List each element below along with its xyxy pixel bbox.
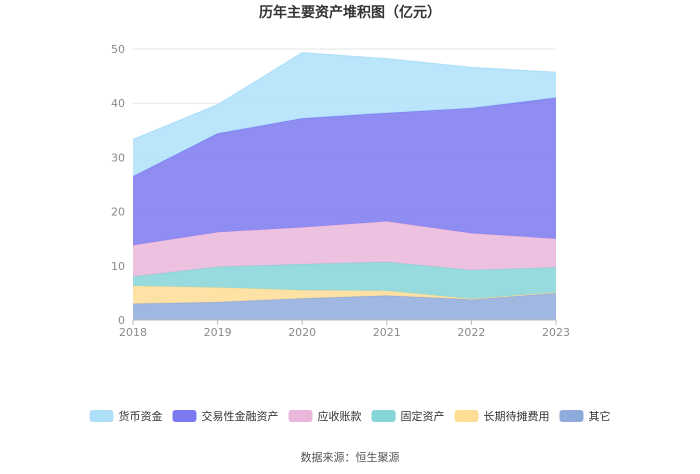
x-tick-label: 2021: [373, 326, 401, 339]
legend-swatch: [559, 410, 584, 422]
y-tick-label: 0: [118, 314, 125, 327]
area-series-1: [133, 285, 556, 304]
y-tick-label: 50: [111, 43, 125, 56]
y-tick-label: 20: [111, 206, 125, 219]
legend-item[interactable]: 长期待摊费用: [454, 409, 550, 423]
area-series-line-5: [132, 52, 557, 141]
area-series-0: [133, 292, 556, 320]
x-tick-label: 2022: [457, 326, 485, 339]
x-tick-label: 2023: [542, 326, 570, 339]
legend-label: 应收账款: [318, 409, 362, 423]
legend-label: 长期待摊费用: [484, 409, 550, 423]
legend-label: 货币资金: [119, 409, 163, 423]
legend-item[interactable]: 固定资产: [371, 409, 445, 423]
y-tick-label: 30: [111, 151, 125, 164]
area-series-4: [133, 97, 556, 246]
x-tick-label: 2019: [204, 326, 232, 339]
y-tick-label: 40: [111, 97, 125, 110]
x-tick-label: 2020: [288, 326, 316, 339]
legend-swatch: [89, 410, 114, 422]
legend-item[interactable]: 货币资金: [89, 409, 163, 423]
y-tick-label: 10: [111, 260, 125, 273]
legend-label: 交易性金融资产: [202, 409, 279, 423]
area-series-3: [133, 221, 556, 277]
legend-swatch: [288, 410, 313, 422]
legend-swatch: [371, 410, 396, 422]
legend-item[interactable]: 应收账款: [288, 409, 362, 423]
legend-item[interactable]: 交易性金融资产: [172, 409, 279, 423]
area-series-5: [133, 52, 556, 177]
legend-item[interactable]: 其它: [559, 409, 611, 423]
area-series-2: [133, 262, 556, 299]
legend-swatch: [454, 410, 479, 422]
legend-swatch: [172, 410, 197, 422]
chart-title: 历年主要资产堆积图（亿元）: [259, 4, 441, 21]
legend-label: 其它: [589, 409, 611, 423]
x-tick-label: 2018: [119, 326, 147, 339]
data-source: 数据来源：恒生聚源: [301, 450, 400, 464]
legend-label: 固定资产: [401, 409, 445, 423]
